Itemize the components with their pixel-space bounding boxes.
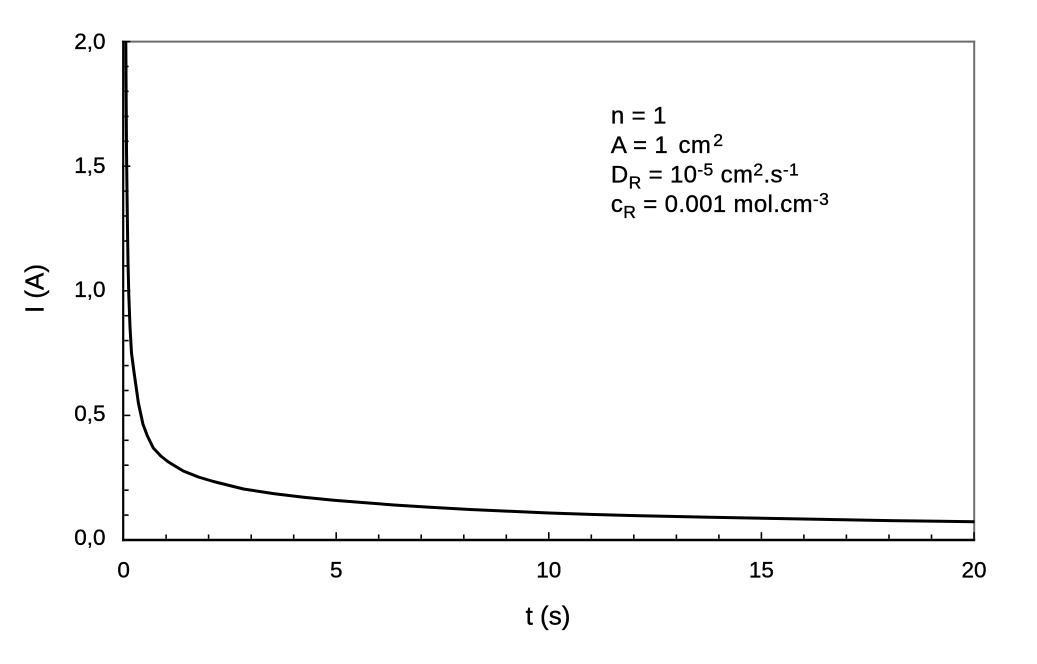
svg-text:10: 10 xyxy=(536,558,561,583)
svg-text:0,5: 0,5 xyxy=(74,401,105,426)
svg-text:5: 5 xyxy=(330,558,343,583)
svg-text:1,5: 1,5 xyxy=(74,153,105,178)
svg-text:n = 1: n = 1 xyxy=(611,103,667,130)
svg-text:cR = 0.001 mol.cm-3: cR = 0.001 mol.cm-3 xyxy=(611,189,829,222)
svg-text:I (A): I (A) xyxy=(19,264,49,313)
svg-text:1,0: 1,0 xyxy=(74,277,105,302)
svg-text:0,0: 0,0 xyxy=(74,525,105,550)
svg-text:15: 15 xyxy=(749,558,774,583)
svg-text:A = 1 cm2: A = 1 cm 2 xyxy=(611,130,723,159)
svg-text:20: 20 xyxy=(961,558,986,583)
svg-text:t (s): t (s) xyxy=(526,600,571,630)
svg-text:2,0: 2,0 xyxy=(74,29,105,54)
svg-text:0: 0 xyxy=(117,558,130,583)
